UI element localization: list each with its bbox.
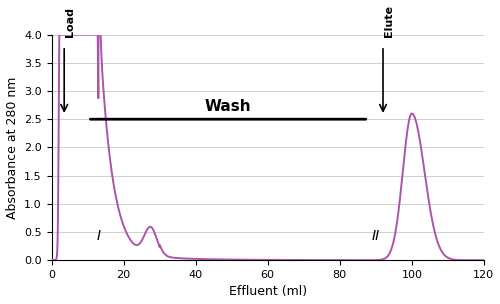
Text: I: I — [96, 230, 100, 244]
Text: Elute: Elute — [384, 5, 394, 37]
Text: II: II — [372, 230, 380, 244]
Y-axis label: Absorbance at 280 nm: Absorbance at 280 nm — [6, 76, 18, 219]
Text: Load: Load — [66, 8, 76, 37]
X-axis label: Effluent (ml): Effluent (ml) — [228, 285, 307, 299]
Text: Wash: Wash — [205, 98, 252, 114]
